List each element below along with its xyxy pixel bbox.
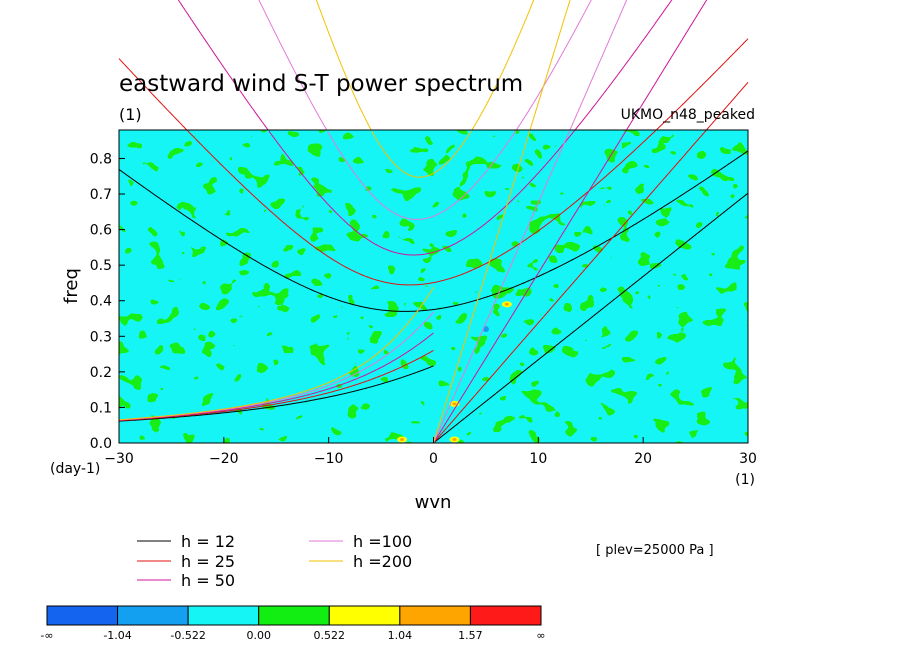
chart-subtitle-right: UKMO_n48_peaked xyxy=(621,107,755,123)
colorbar-label: 0.522 xyxy=(314,629,346,642)
plot-area xyxy=(118,129,749,444)
colorbar-swatch xyxy=(258,605,330,626)
ig1-curve-in-plot xyxy=(327,130,517,220)
x-axis-unit: (1) xyxy=(735,472,755,488)
colorbar-swatch xyxy=(469,605,542,626)
kelvin-curve xyxy=(569,0,628,130)
x-tick-label: 0 xyxy=(429,451,438,467)
kelvin-curve xyxy=(625,0,708,130)
kelvin-curve xyxy=(529,0,571,130)
x-tick-label: −20 xyxy=(209,451,239,467)
x-tick-label: 30 xyxy=(739,451,757,467)
plev-annotation: [ plev=25000 Pa ] xyxy=(596,543,714,558)
field-spot-core xyxy=(452,437,457,441)
ig1-curve-in-plot xyxy=(268,130,576,256)
mrg-curve xyxy=(119,287,434,421)
ig1-curve-in-plot xyxy=(119,150,748,312)
colorbar-label: 0.00 xyxy=(246,629,271,642)
legend-label: h = 25 xyxy=(181,552,235,571)
field-spot-negative xyxy=(482,326,489,333)
y-tick-label: 0.1 xyxy=(90,400,112,416)
legend-label: h =200 xyxy=(353,552,412,571)
kelvin-curve-in-plot xyxy=(433,130,707,443)
colorbar-swatch xyxy=(399,605,471,626)
legend-label: h = 50 xyxy=(181,571,235,590)
ig1-curve xyxy=(177,0,673,130)
colorbar-swatch xyxy=(328,605,401,626)
kelvin-curve-in-plot xyxy=(433,130,627,443)
y-tick-label: 0.3 xyxy=(90,329,112,345)
y-tick-label: 0.4 xyxy=(90,294,112,310)
colorbar-label: -∞ xyxy=(40,629,53,642)
field-spots xyxy=(397,301,512,443)
dispersion-curves-in-plot xyxy=(119,130,748,443)
y-tick-label: 0.8 xyxy=(90,151,112,167)
colorbar-swatch xyxy=(117,605,189,626)
legend-label: h = 12 xyxy=(181,532,235,551)
y-tick-label: 0.7 xyxy=(90,187,112,203)
chart-subtitle-left: (1) xyxy=(119,105,142,124)
x-tick-label: −30 xyxy=(104,451,134,467)
x-tick-label: 20 xyxy=(634,451,652,467)
colorbar-label: 1.04 xyxy=(388,629,413,642)
colorbar-label: 1.57 xyxy=(458,629,483,642)
colorbar-swatch xyxy=(187,605,260,626)
colorbar-label: ∞ xyxy=(536,629,545,642)
colorbar-swatch xyxy=(46,605,119,626)
field-spot-core xyxy=(452,402,457,406)
field-spot-core xyxy=(504,302,509,306)
kelvin-curve-in-plot xyxy=(433,130,571,443)
dispersion-curves xyxy=(118,0,749,130)
ig1-curve-in-plot xyxy=(186,130,657,286)
x-axis-label: wvn xyxy=(415,492,452,513)
mrg-curve xyxy=(119,365,434,422)
y-tick-label: 0.2 xyxy=(90,365,112,381)
colorbar-label: -0.522 xyxy=(170,629,205,642)
axes: −30 −20 −10 0 10 20 30 0.0 0.1 0.2 0.3 0.4 0.5 0.6 0.7… xyxy=(90,151,757,467)
y-axis-label: freq xyxy=(61,268,82,304)
colorbar: -∞ -1.04 -0.522 0.00 0.522 1.04 1.57 ∞ xyxy=(40,605,546,642)
legend-label: h =100 xyxy=(353,532,412,551)
field-spot-core xyxy=(400,437,405,441)
mrg-curve xyxy=(119,349,434,422)
y-tick-label: 0.6 xyxy=(90,223,112,239)
colorbar-label: -1.04 xyxy=(103,629,131,642)
y-axis-unit: (day-1) xyxy=(50,461,100,477)
chart-title: eastward wind S-T power spectrum xyxy=(119,71,523,97)
ig1-curve-in-plot xyxy=(371,130,472,178)
x-tick-label: 10 xyxy=(529,451,547,467)
y-tick-label: 0.5 xyxy=(90,258,112,274)
y-tick-label: 0.0 xyxy=(90,436,112,452)
kelvin-curve-in-plot xyxy=(433,192,748,443)
x-tick-label: −10 xyxy=(314,451,344,467)
field-positive-layer xyxy=(119,130,748,443)
kelvin-curve-in-plot xyxy=(433,130,531,443)
